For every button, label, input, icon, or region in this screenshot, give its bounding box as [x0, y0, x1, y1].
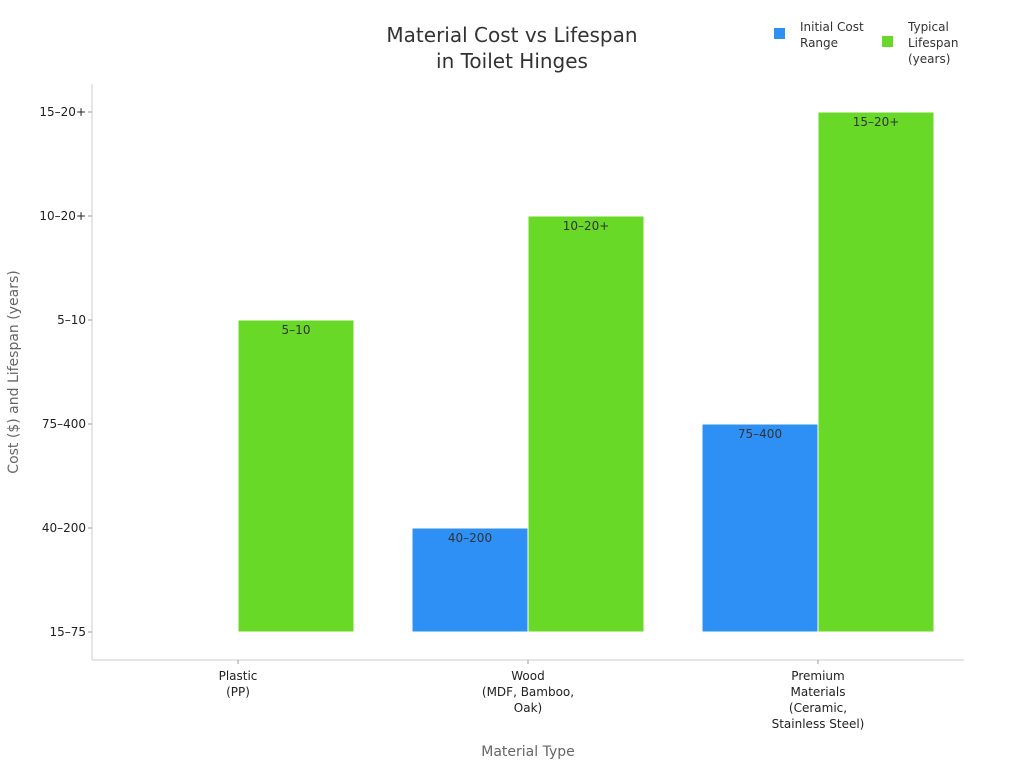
- y-tick-label: 10–20+: [39, 209, 86, 223]
- x-tick-label: Oak): [514, 701, 542, 715]
- legend-item-initial-cost: Initial Cost Range: [774, 20, 864, 50]
- y-tick-label: 15–20+: [39, 105, 86, 119]
- legend-label-lifespan-line-3: (years): [908, 52, 950, 66]
- x-tick-label: Stainless Steel): [772, 717, 865, 731]
- legend-swatch-lifespan: [882, 36, 893, 47]
- data-label-initial-cost: 75–400: [738, 427, 782, 441]
- x-tick-label: Wood: [511, 669, 544, 683]
- x-tick-label: Premium: [791, 669, 844, 683]
- chart-title-line-1: Material Cost vs Lifespan: [386, 23, 637, 47]
- legend-label-initial-cost-line-1: Initial Cost: [800, 20, 864, 34]
- x-tick-label: (MDF, Bamboo,: [482, 685, 574, 699]
- legend: Initial Cost Range Typical Lifespan (yea…: [774, 20, 958, 66]
- legend-swatch-initial-cost: [774, 28, 785, 39]
- y-tick-label: 5–10: [57, 313, 86, 327]
- y-axis-label: Cost ($) and Lifespan (years): [6, 270, 22, 473]
- chart-title-line-2: in Toilet Hinges: [436, 49, 588, 73]
- bar-initial-cost: [411, 527, 529, 633]
- data-label-lifespan: 15–20+: [853, 115, 900, 129]
- x-axis-label: Material Type: [481, 744, 574, 760]
- data-label-initial-cost: 40–200: [448, 531, 492, 545]
- legend-label-lifespan-line-1: Typical: [907, 20, 949, 34]
- x-tick-label: (PP): [226, 685, 250, 699]
- bar-initial-cost: [701, 423, 819, 633]
- x-tick-label: (Ceramic,: [789, 701, 847, 715]
- chart-title: Material Cost vs Lifespan in Toilet Hing…: [386, 23, 637, 73]
- data-label-lifespan: 10–20+: [563, 219, 610, 233]
- legend-label-initial-cost-line-2: Range: [800, 36, 838, 50]
- bar-lifespan: [817, 111, 935, 633]
- tick-labels: 15–75 40–200 75–400 5–10 10–20+ 15–20+ Plastic…: [39, 105, 864, 731]
- y-tick-label: 40–200: [42, 521, 86, 535]
- x-tick-label: Plastic: [219, 669, 258, 683]
- bars: 40–200 75–400 5–10 10–20+ 15–20+: [237, 111, 935, 633]
- data-label-lifespan: 5–10: [282, 323, 311, 337]
- bar-lifespan: [527, 215, 645, 633]
- y-tick-label: 15–75: [49, 625, 86, 639]
- y-tick-label: 75–400: [42, 417, 86, 431]
- legend-item-lifespan: Typical Lifespan (years): [882, 20, 958, 66]
- legend-label-lifespan-line-2: Lifespan: [908, 36, 958, 50]
- x-tick-label: Materials: [790, 685, 845, 699]
- bar-lifespan: [237, 319, 355, 633]
